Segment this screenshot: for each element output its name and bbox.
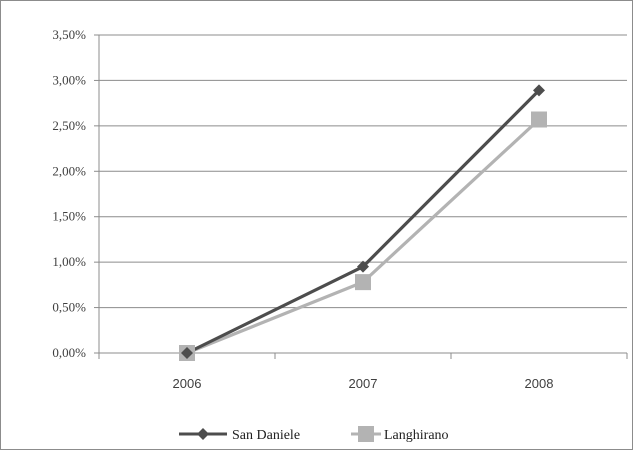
axes [94,34,628,359]
y-tick-label: 1,00% [52,254,86,269]
series-line [186,89,541,355]
x-tick-label: 2007 [349,376,378,391]
data-point [357,260,369,273]
y-tick-label: 1,50% [52,209,86,224]
series-line [186,118,541,355]
y-tick-label: 0,50% [52,300,86,315]
data-point [533,84,545,97]
y-tick-label: 3,00% [52,72,86,87]
y-tick-label: 3,50% [52,27,86,42]
x-tick-label: 2006 [173,376,202,391]
x-axis-ticks: 2006 2007 2008 [173,376,554,391]
data-point [531,111,547,128]
legend-label: Langhirano [384,428,449,443]
legend-swatch-marker [197,428,209,440]
y-axis-ticks: 0,00% 0,50% 1,00% 1,50% 2,00% 2,50% 3,00% 3,50% [52,27,86,360]
series-lines [186,89,541,355]
legend-swatch-marker [358,426,374,442]
series-markers [179,84,547,361]
y-tick-label: 2,00% [52,163,86,178]
y-tick-label: 2,50% [52,118,86,133]
legend: San Daniele Langhirano [179,426,449,443]
legend-label: San Daniele [232,428,300,443]
x-tick-label: 2008 [525,376,554,391]
y-tick-label: 0,00% [52,345,86,360]
data-point [355,274,371,291]
data-point [181,347,193,359]
gridlines [99,34,627,309]
